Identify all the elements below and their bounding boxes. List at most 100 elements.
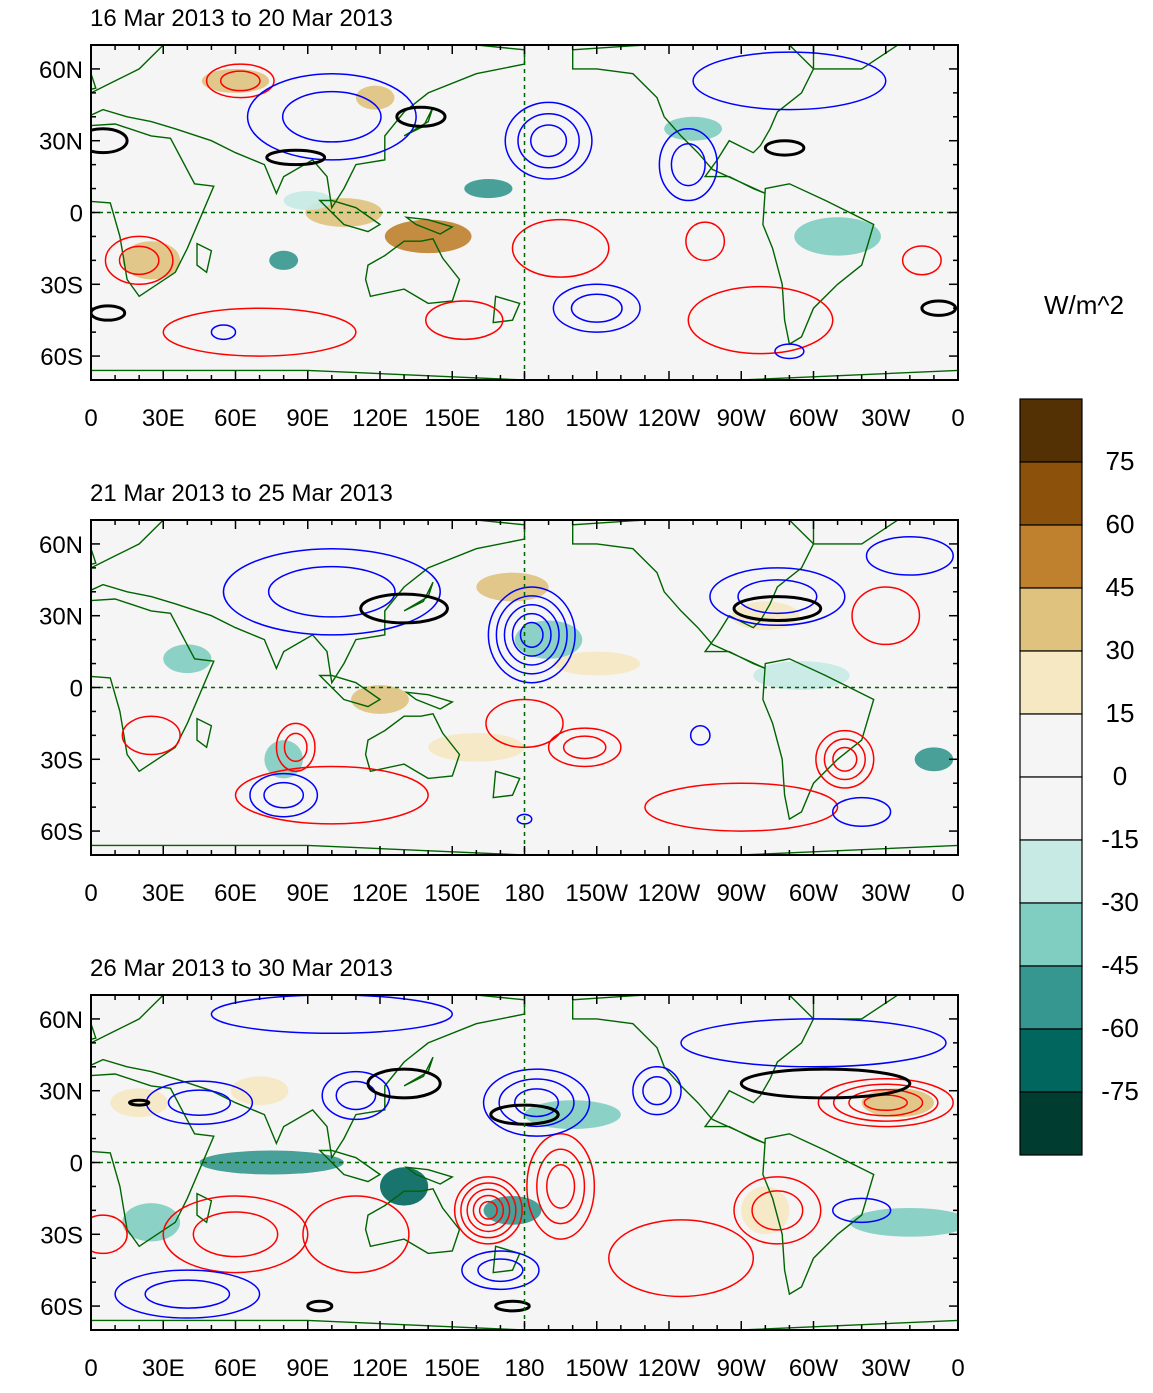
- lon-label: 0: [951, 405, 964, 432]
- shaded-anomaly: [380, 1167, 429, 1206]
- positive-contour: [536, 1148, 586, 1225]
- lon-label: 30W: [861, 405, 911, 432]
- lon-label: 60E: [214, 405, 257, 432]
- colorbar-swatch: [1019, 1091, 1083, 1156]
- shaded-anomaly: [464, 179, 513, 199]
- zero-contour: [494, 1299, 531, 1313]
- lon-label: 30E: [142, 405, 185, 432]
- shaded-anomaly: [199, 1150, 344, 1175]
- panel-title: 26 Mar 2013 to 30 Mar 2013: [90, 955, 393, 982]
- negative-contour: [632, 1066, 682, 1116]
- coastline: [403, 581, 434, 612]
- panel-title: 21 Mar 2013 to 25 Mar 2013: [90, 480, 393, 507]
- colorbar-label: 75: [1106, 446, 1135, 476]
- colorbar-label: -60: [1101, 1013, 1139, 1043]
- colorbar-swatches: [1019, 398, 1083, 1156]
- positive-contour: [815, 729, 875, 789]
- lon-label: 60W: [789, 405, 839, 432]
- negative-contour: [145, 1080, 254, 1125]
- coastline: [492, 295, 521, 324]
- lon-label: 90W: [717, 405, 767, 432]
- positive-contour: [751, 1190, 804, 1231]
- colorbar-swatch: [1019, 839, 1083, 904]
- positive-contour: [162, 1195, 309, 1274]
- negative-contour: [477, 1258, 524, 1283]
- positive-contour: [478, 1200, 498, 1220]
- negative-contour: [516, 813, 533, 825]
- negative-contour: [144, 1279, 231, 1309]
- negative-contour: [249, 772, 319, 818]
- negative-contour: [670, 142, 706, 187]
- zero-contour: [306, 1299, 334, 1313]
- coastline: [404, 691, 455, 710]
- positive-contour: [192, 1211, 279, 1258]
- lon-label: 150E: [424, 880, 480, 907]
- colorbar-labels: 75 60 45 30 15 0 -15 -30 -45 -60 -75: [1101, 446, 1139, 1106]
- map-area: [90, 519, 959, 856]
- coastline: [572, 995, 815, 1145]
- positive-contour: [205, 63, 275, 99]
- positive-contour: [901, 245, 942, 276]
- map-area: [90, 994, 959, 1331]
- lat-label-60s: 60S: [40, 1294, 83, 1321]
- negative-contour: [832, 1197, 892, 1224]
- shaded-anomaly: [849, 1207, 958, 1237]
- negative-contour: [680, 1018, 947, 1068]
- negative-contour: [504, 101, 593, 180]
- shaded-anomaly: [794, 217, 881, 256]
- lon-label: 30W: [861, 1355, 911, 1382]
- colorbar-swatch: [1019, 902, 1083, 967]
- shaded-anomaly: [428, 732, 525, 762]
- lon-label: 180: [504, 1355, 544, 1382]
- zero-contour: [763, 139, 806, 157]
- shaded-anomaly: [483, 1196, 542, 1225]
- colorbar-label: -45: [1101, 950, 1139, 980]
- lon-label: 150W: [565, 1355, 628, 1382]
- colorbar-label: -15: [1101, 824, 1139, 854]
- colorbar-label: 30: [1106, 635, 1135, 665]
- lon-label: 120W: [638, 405, 701, 432]
- negative-contour: [167, 1089, 232, 1116]
- coastline: [572, 520, 815, 670]
- lat-label-0: 0: [70, 1151, 83, 1178]
- coastline: [364, 713, 461, 780]
- lon-label: 30W: [861, 880, 911, 907]
- panel-title: 16 Mar 2013 to 20 Mar 2013: [90, 5, 393, 32]
- positive-contour: [851, 586, 921, 646]
- colorbar-swatch: [1019, 461, 1083, 526]
- lon-label: 0: [84, 1355, 97, 1382]
- panel-2: 21 Mar 2013 to 25 Mar 2013 60N 30N 0 30S…: [39, 480, 965, 907]
- lat-label-60n: 60N: [39, 1007, 83, 1034]
- negative-contour: [519, 621, 544, 649]
- positive-contour: [685, 221, 726, 262]
- lon-label: 150E: [424, 1355, 480, 1382]
- coastline: [91, 1073, 215, 1248]
- lon-label: 0: [951, 1355, 964, 1382]
- lat-label-0: 0: [70, 676, 83, 703]
- zero-contour: [265, 148, 327, 167]
- negative-contour: [210, 995, 453, 1035]
- lon-label: 120E: [352, 405, 408, 432]
- negative-contour: [503, 603, 560, 666]
- negative-contour: [267, 565, 396, 618]
- negative-contour: [281, 90, 382, 143]
- panel-1: 16 Mar 2013 to 20 Mar 2013 60N 30N 0 30S…: [39, 5, 965, 432]
- positive-contour: [817, 1078, 954, 1128]
- lon-label: 90W: [717, 880, 767, 907]
- lon-label: 90E: [286, 880, 329, 907]
- lon-label: 150W: [565, 880, 628, 907]
- negative-contour: [511, 612, 552, 657]
- negative-contour: [689, 725, 711, 746]
- positive-contour: [832, 1083, 939, 1122]
- negative-contour: [832, 796, 892, 828]
- longitude-labels: 0 30E 60E 90E 120E 150E 180 150W 120W 90…: [84, 880, 964, 907]
- map-area: [90, 44, 959, 381]
- shaded-anomaly: [355, 85, 395, 110]
- coastline: [196, 242, 213, 274]
- lat-label-30s: 30S: [40, 272, 83, 299]
- lat-label-30s: 30S: [40, 1222, 83, 1249]
- colorbar-swatch: [1019, 965, 1083, 1030]
- colorbar-label: -30: [1101, 887, 1139, 917]
- positive-contour: [91, 1214, 128, 1255]
